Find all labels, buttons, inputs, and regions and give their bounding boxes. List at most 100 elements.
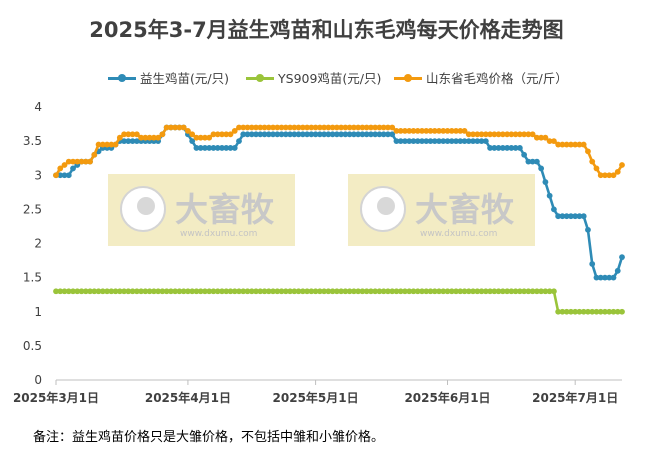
data-point-ys909 (159, 288, 166, 295)
data-point-yisheng (350, 131, 357, 138)
y-tick-label: 2 (34, 237, 42, 251)
data-point-shandong (202, 134, 208, 141)
data-point-shandong (321, 124, 328, 131)
data-point-yisheng (274, 131, 281, 138)
data-point-ys909 (538, 288, 545, 295)
data-point-ys909 (385, 288, 391, 295)
data-point-shandong (159, 131, 166, 138)
data-point-yisheng (563, 213, 570, 220)
data-point-ys909 (104, 288, 110, 295)
data-point-ys909 (299, 288, 306, 295)
data-point-yisheng (597, 274, 604, 281)
data-point-yisheng (265, 131, 272, 138)
y-tick-label: 1 (34, 305, 42, 319)
data-point-yisheng (206, 145, 213, 151)
data-point-ys909 (410, 288, 417, 295)
data-point-yisheng (316, 131, 323, 138)
data-point-yisheng (521, 151, 528, 158)
data-point-yisheng (499, 145, 506, 151)
data-point-yisheng (253, 131, 259, 138)
data-point-shandong (393, 127, 400, 134)
data-point-ys909 (227, 288, 234, 295)
data-point-ys909 (295, 288, 302, 295)
data-point-yisheng (304, 131, 310, 138)
data-point-yisheng (568, 213, 574, 220)
data-point-shandong (525, 131, 532, 138)
data-point-shandong (487, 131, 493, 138)
data-point-shandong (512, 131, 519, 138)
data-point-shandong (563, 141, 570, 148)
chart-title: 2025年3-7月益生鸡苗和山东毛鸡每天价格走势图 (89, 18, 564, 42)
x-tick-label: 2025年6月1日 (404, 390, 490, 405)
data-point-ys909 (133, 288, 140, 295)
data-point-yisheng (61, 172, 68, 179)
data-point-yisheng (210, 145, 217, 151)
data-point-shandong (427, 127, 434, 134)
legend-swatch-yisheng (108, 72, 136, 84)
data-point-ys909 (342, 288, 349, 295)
data-point-ys909 (397, 288, 404, 295)
data-point-ys909 (219, 288, 225, 295)
data-point-yisheng (525, 158, 532, 165)
data-point-yisheng (202, 145, 208, 151)
data-point-ys909 (112, 288, 119, 295)
data-point-shandong (350, 124, 357, 131)
data-point-ys909 (478, 288, 485, 295)
data-point-shandong (236, 124, 242, 131)
data-point-yisheng (197, 145, 204, 151)
legend-label-shandong: 山东省毛鸡价格（元/斤） (426, 71, 568, 86)
data-point-shandong (448, 127, 455, 134)
data-point-yisheng (393, 138, 400, 145)
data-point-ys909 (572, 308, 579, 315)
data-point-shandong (176, 124, 183, 131)
data-point-ys909 (602, 308, 608, 315)
data-point-shandong (419, 127, 425, 134)
data-point-yisheng (440, 138, 447, 145)
data-point-ys909 (516, 288, 523, 295)
data-point-yisheng (227, 145, 234, 151)
data-point-ys909 (253, 288, 259, 295)
data-point-yisheng (533, 158, 540, 165)
data-point-yisheng (325, 131, 332, 138)
data-point-shandong (240, 124, 247, 131)
data-point-shandong (248, 124, 255, 131)
watermark-text: 大畜牧 (415, 190, 515, 229)
data-point-ys909 (576, 308, 583, 315)
data-point-shandong (410, 127, 417, 134)
x-tick-label: 2025年3月1日 (13, 390, 99, 405)
data-point-ys909 (138, 288, 145, 295)
data-point-shandong (338, 124, 345, 131)
data-point-yisheng (453, 138, 459, 145)
data-point-shandong (597, 172, 604, 179)
data-point-yisheng (606, 274, 613, 281)
data-point-shandong (189, 131, 196, 138)
data-point-yisheng (555, 213, 562, 220)
legend-label-ys909: YS909鸡苗(元/只) (278, 71, 382, 86)
data-point-shandong (495, 131, 502, 138)
data-point-shandong (282, 124, 289, 131)
data-point-ys909 (521, 288, 528, 295)
data-point-ys909 (248, 288, 255, 295)
data-point-shandong (589, 158, 596, 165)
data-point-shandong (163, 124, 170, 131)
data-point-shandong (444, 127, 451, 134)
data-point-shandong (206, 134, 213, 141)
data-point-yisheng (546, 192, 553, 199)
data-point-shandong (619, 162, 625, 168)
data-point-ys909 (546, 288, 553, 295)
data-point-shandong (99, 141, 106, 148)
data-point-ys909 (402, 288, 408, 295)
data-point-ys909 (185, 288, 191, 295)
data-point-shandong (295, 124, 302, 131)
data-point-ys909 (491, 288, 498, 295)
data-point-shandong (368, 124, 374, 131)
data-point-shandong (606, 172, 613, 179)
data-point-shandong (253, 124, 259, 131)
data-point-yisheng (133, 138, 140, 145)
data-point-shandong (121, 131, 127, 138)
data-point-yisheng (487, 145, 493, 151)
data-point-shandong (57, 165, 64, 172)
data-point-yisheng (236, 138, 242, 145)
data-point-ys909 (482, 288, 489, 295)
